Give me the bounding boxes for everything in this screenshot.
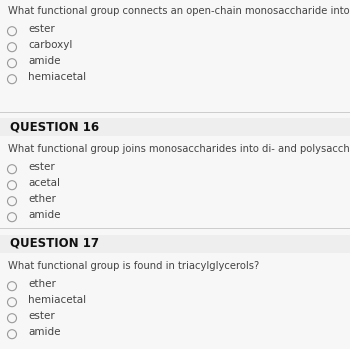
Text: ester: ester [28,162,55,172]
Text: amide: amide [28,210,61,220]
Text: acetal: acetal [28,178,60,188]
Text: carboxyl: carboxyl [28,40,72,50]
Circle shape [7,165,16,174]
Circle shape [7,282,16,291]
Text: ester: ester [28,24,55,34]
Text: hemiacetal: hemiacetal [28,295,86,305]
Text: ester: ester [28,311,55,321]
Circle shape [7,181,16,190]
Circle shape [7,213,16,222]
Circle shape [7,75,16,84]
Bar [0,235,350,253]
Text: QUESTION 17: QUESTION 17 [10,237,99,250]
Circle shape [7,197,16,206]
Circle shape [7,314,16,323]
Bar [0,118,350,136]
Text: amide: amide [28,327,61,337]
Text: ether: ether [28,194,56,204]
Text: QUESTION 16: QUESTION 16 [10,120,99,133]
Text: What functional group connects an open-chain monosaccharide into a ring structur: What functional group connects an open-c… [8,6,350,16]
Circle shape [7,43,16,52]
Text: ether: ether [28,279,56,289]
Circle shape [7,298,16,307]
Circle shape [7,59,16,68]
Circle shape [7,330,16,339]
Text: amide: amide [28,56,61,66]
Text: What functional group joins monosaccharides into di- and polysaccharides?: What functional group joins monosacchari… [8,144,350,154]
Circle shape [7,27,16,36]
Text: What functional group is found in triacylglycerols?: What functional group is found in triacy… [8,261,259,271]
Text: hemiacetal: hemiacetal [28,72,86,82]
